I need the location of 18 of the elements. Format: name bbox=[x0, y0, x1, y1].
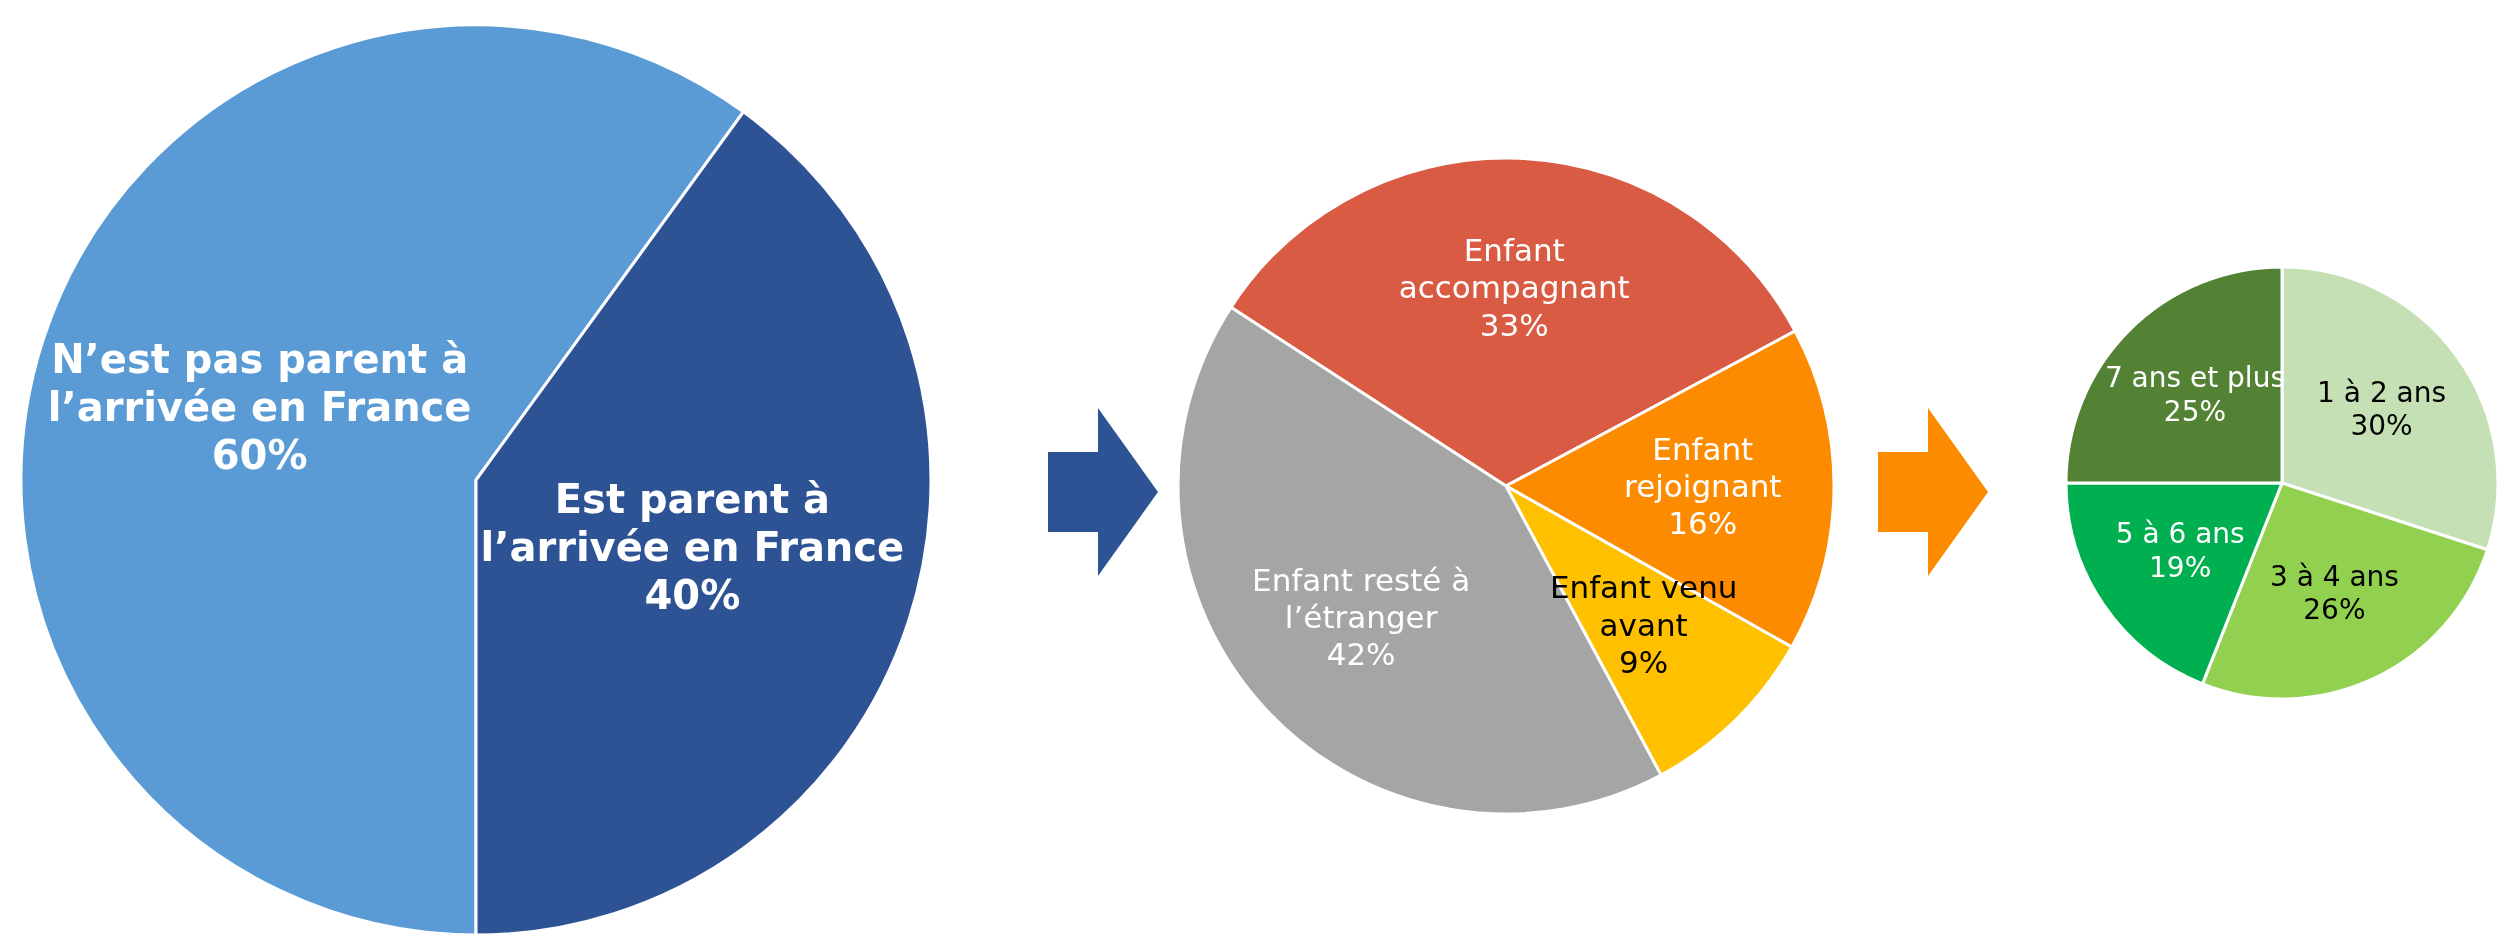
slice-label: Est parent à l’arrivée en France bbox=[480, 476, 905, 571]
data-label: 26% bbox=[2303, 593, 2366, 627]
data-label: 60% bbox=[211, 431, 308, 478]
slice-label: Enfant rejoignant bbox=[1624, 430, 1782, 504]
slice-label: Enfant resté à l’étranger bbox=[1252, 561, 1471, 635]
data-label: 42% bbox=[1326, 635, 1396, 672]
data-label: 19% bbox=[2149, 551, 2212, 584]
slice-label: Enfant accompagnant bbox=[1398, 231, 1630, 305]
data-label: 33% bbox=[1479, 306, 1549, 343]
slice-label: 5 à 6 ans bbox=[2115, 517, 2245, 551]
slice-label: 1 à 2 ans bbox=[2317, 375, 2447, 409]
slice-label: 3 à 4 ans bbox=[2269, 559, 2399, 593]
data-label: 30% bbox=[2350, 409, 2413, 443]
data-label: 9% bbox=[1619, 643, 1669, 680]
data-label: 40% bbox=[644, 572, 741, 619]
data-label: 16% bbox=[1668, 504, 1738, 541]
data-label: 25% bbox=[2163, 394, 2227, 428]
slice-label: N’est pas parent à l’arrivée en France bbox=[47, 335, 472, 430]
